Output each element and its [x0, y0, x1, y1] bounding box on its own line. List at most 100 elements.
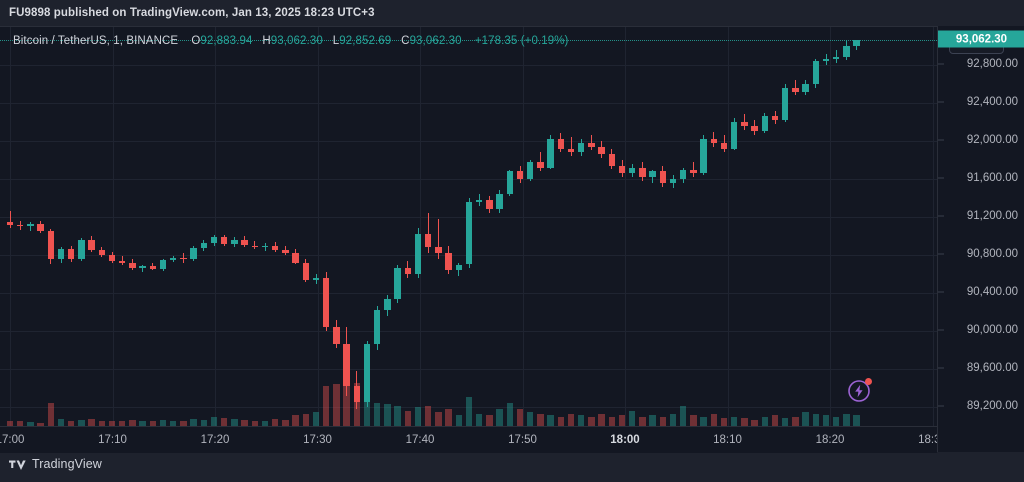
price-axis-dash	[938, 177, 944, 179]
candle-body	[547, 139, 554, 168]
lightning-bolt-icon[interactable]	[847, 378, 872, 403]
price-axis-tick: 92,000.00	[966, 134, 1018, 146]
last-price-badge: 93,062.30	[938, 30, 1024, 48]
time-axis-tick: 17:10	[98, 434, 127, 446]
volume-bar	[343, 381, 350, 426]
volume-bar	[129, 419, 136, 426]
candle-body	[486, 199, 493, 210]
candle-body	[649, 171, 656, 178]
price-axis-tick: 90,000.00	[966, 324, 1018, 336]
volume-bar	[6, 420, 14, 426]
price-axis-tick: 91,200.00	[966, 210, 1018, 222]
volume-bar	[404, 410, 411, 426]
candle-body	[200, 242, 207, 249]
candle-body	[404, 268, 411, 274]
volume-bar	[210, 416, 218, 426]
candle-body	[119, 260, 126, 263]
volume-bar	[700, 416, 707, 426]
volume-bar	[588, 416, 595, 426]
time-axis-tick: 17:40	[405, 434, 435, 446]
volume-bar	[680, 405, 687, 426]
volume-bar	[455, 415, 462, 426]
attribution-text: FU9898 published on TradingView.com, Jan…	[9, 7, 375, 19]
candle-body	[720, 142, 728, 149]
volume-bar	[170, 420, 177, 426]
candle-body	[98, 250, 105, 256]
volume-bar	[414, 407, 422, 426]
chart-legend[interactable]: Bitcoin / TetherUS, 1, BINANCE O92,883.9…	[13, 35, 569, 47]
price-axis-dash	[938, 253, 944, 255]
candle-body	[465, 201, 473, 265]
legend-low-label: L	[332, 35, 340, 47]
candle-body	[629, 167, 636, 174]
candle-wick	[835, 49, 837, 64]
grid-line-vertical	[625, 27, 626, 426]
price-axis-dash	[938, 291, 944, 293]
volume-bar	[567, 413, 575, 426]
candle-wick	[437, 218, 439, 259]
grid-line-horizontal	[0, 103, 937, 104]
volume-bar	[108, 420, 116, 426]
candle-body	[78, 239, 85, 259]
plot-area[interactable]	[0, 27, 937, 426]
candle-body	[251, 245, 258, 248]
candle-body	[272, 245, 279, 251]
candlestick-series	[0, 27, 937, 426]
volume-bar	[578, 415, 585, 426]
candle-body	[435, 247, 442, 254]
volume-bar	[190, 419, 197, 426]
candle-body	[588, 142, 595, 147]
candle-wick	[427, 213, 429, 254]
volume-bar	[792, 416, 799, 426]
candle-body	[853, 40, 860, 46]
price-axis-dash	[938, 215, 944, 217]
volume-bar	[527, 412, 534, 426]
candle-wick	[794, 80, 796, 96]
candle-body	[445, 253, 452, 271]
volume-bar	[833, 416, 840, 426]
volume-bar	[537, 413, 544, 426]
volume-bar	[476, 413, 483, 426]
volume-bar	[690, 415, 697, 426]
volume-bar	[231, 419, 238, 426]
candle-body	[700, 139, 707, 174]
lightning-bolt-glyph	[847, 380, 870, 402]
candle-body	[578, 142, 585, 153]
time-axis[interactable]: 17:00 17:10 17:20 17:30 17:40 17:50 18:00 18:10…	[0, 426, 947, 453]
volume-bar	[139, 420, 146, 426]
time-axis-tick: 17:30	[303, 434, 332, 446]
volume-bar	[78, 419, 85, 426]
candle-wick	[254, 240, 256, 250]
candle-body	[17, 224, 24, 227]
chart-frame[interactable]: Bitcoin / TetherUS, 1, BINANCE O92,883.9…	[0, 26, 1024, 453]
volume-bar	[312, 412, 320, 426]
price-axis-dash	[938, 405, 944, 407]
volume-bar	[486, 415, 493, 426]
price-axis-dash	[938, 101, 944, 103]
candle-body	[261, 245, 269, 248]
candle-body	[822, 59, 830, 62]
legend-symbol[interactable]: Bitcoin / TetherUS	[13, 35, 107, 47]
volume-bar	[68, 420, 75, 426]
candle-body	[455, 264, 462, 271]
volume-bar	[323, 385, 330, 426]
price-axis[interactable]: USDT 93,062.30 92,800.0092,400.0092,000.…	[937, 26, 1024, 452]
candle-body	[496, 194, 503, 210]
volume-bar	[598, 413, 605, 426]
candle-body	[812, 61, 819, 84]
footer-brand[interactable]: TradingView	[9, 457, 102, 471]
volume-bar	[302, 413, 309, 426]
volume-bar	[608, 416, 615, 426]
volume-bar	[425, 405, 432, 426]
legend-interval[interactable]: 1	[113, 35, 120, 47]
candle-body	[180, 257, 187, 259]
volume-bar	[822, 415, 830, 426]
volume-bar	[843, 413, 850, 426]
volume-bar	[119, 421, 126, 426]
grid-line-vertical	[215, 27, 216, 426]
candle-body	[129, 262, 136, 269]
legend-open-label: O	[191, 35, 201, 47]
last-price-line	[0, 40, 937, 42]
volume-bar	[445, 408, 452, 426]
volume-bar	[57, 419, 65, 426]
